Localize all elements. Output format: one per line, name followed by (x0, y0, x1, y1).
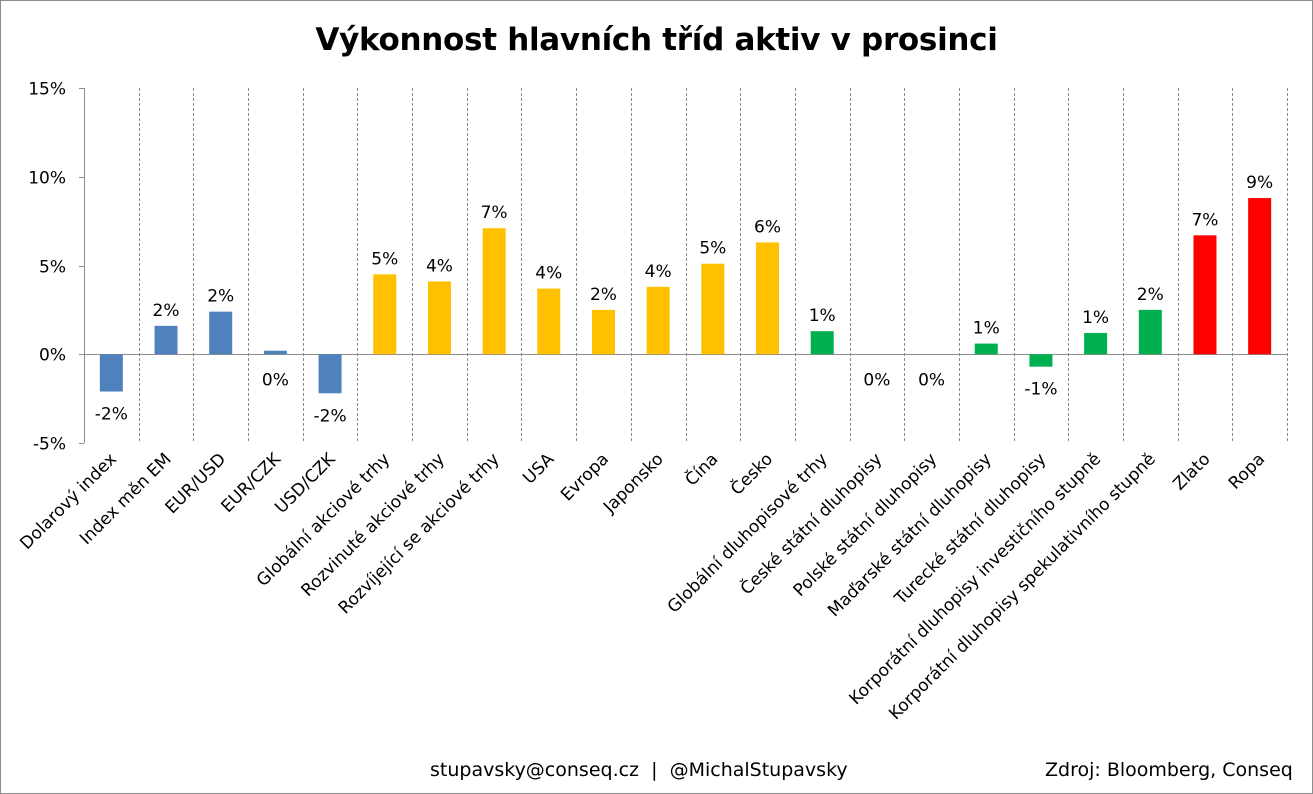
data-label: 4% (645, 262, 672, 282)
bar (810, 331, 834, 355)
bar (591, 309, 615, 355)
bar (1138, 309, 1162, 355)
data-label: 4% (535, 264, 562, 284)
bar (1193, 235, 1217, 355)
bar (756, 242, 780, 355)
data-label: 4% (426, 256, 453, 276)
data-label: 7% (481, 203, 508, 223)
y-tick-label: 10% (28, 169, 66, 189)
x-tick-label: Evropa (557, 449, 613, 505)
bar (1084, 332, 1108, 355)
bar (209, 311, 233, 355)
x-tick-label: USA (519, 449, 558, 488)
data-label: 7% (1191, 210, 1218, 230)
data-label: 0% (262, 370, 289, 390)
data-label: -1% (1024, 380, 1057, 400)
x-tick-label: Ropa (1225, 449, 1269, 493)
x-tick-label: Korporátní dluhopisy investičního stupně (846, 449, 1106, 709)
chart-title: Výkonnost hlavních tříd aktiv v prosinci (315, 22, 998, 58)
x-tick-label: Japonsko (599, 449, 668, 518)
data-label: -2% (314, 406, 347, 426)
data-label: 1% (973, 319, 1000, 339)
bar (427, 281, 451, 355)
data-label: 6% (754, 217, 781, 237)
x-tick-label: Čína (680, 448, 722, 490)
bar (537, 288, 561, 355)
data-label: 1% (1082, 308, 1109, 328)
bar (701, 263, 725, 355)
bar (99, 354, 123, 392)
data-label: 5% (699, 239, 726, 259)
bar (482, 228, 506, 355)
bar (646, 286, 670, 355)
x-tick-label: Dolarový index (16, 449, 120, 553)
footer-source: Zdroj: Bloomberg, Conseq (1045, 759, 1293, 781)
bar (263, 350, 287, 355)
y-tick-label: 15% (28, 80, 66, 100)
data-label: 9% (1246, 173, 1273, 193)
data-label: 0% (918, 370, 945, 390)
x-tick-label: Zlato (1169, 449, 1214, 494)
data-label: 5% (371, 249, 398, 269)
bar (974, 343, 998, 355)
x-tick-label: Česko (726, 448, 777, 499)
bar (373, 274, 397, 355)
footer-contact: stupavsky@conseq.cz | @MichalStupavsky (430, 759, 848, 781)
bar (154, 325, 178, 355)
bar (1248, 198, 1272, 355)
data-label: 1% (809, 306, 836, 326)
data-label: 0% (863, 370, 890, 390)
data-label: 2% (1137, 285, 1164, 305)
data-label: 2% (207, 287, 234, 307)
data-label: 2% (153, 301, 180, 321)
bar (1029, 354, 1053, 367)
y-tick-label: 5% (39, 258, 66, 278)
y-tick-label: -5% (33, 435, 66, 455)
data-label: -2% (95, 405, 128, 425)
data-label: 2% (590, 285, 617, 305)
bar (318, 354, 342, 394)
y-tick-label: 0% (39, 346, 66, 366)
x-tick-label: EUR/USD (162, 449, 231, 518)
